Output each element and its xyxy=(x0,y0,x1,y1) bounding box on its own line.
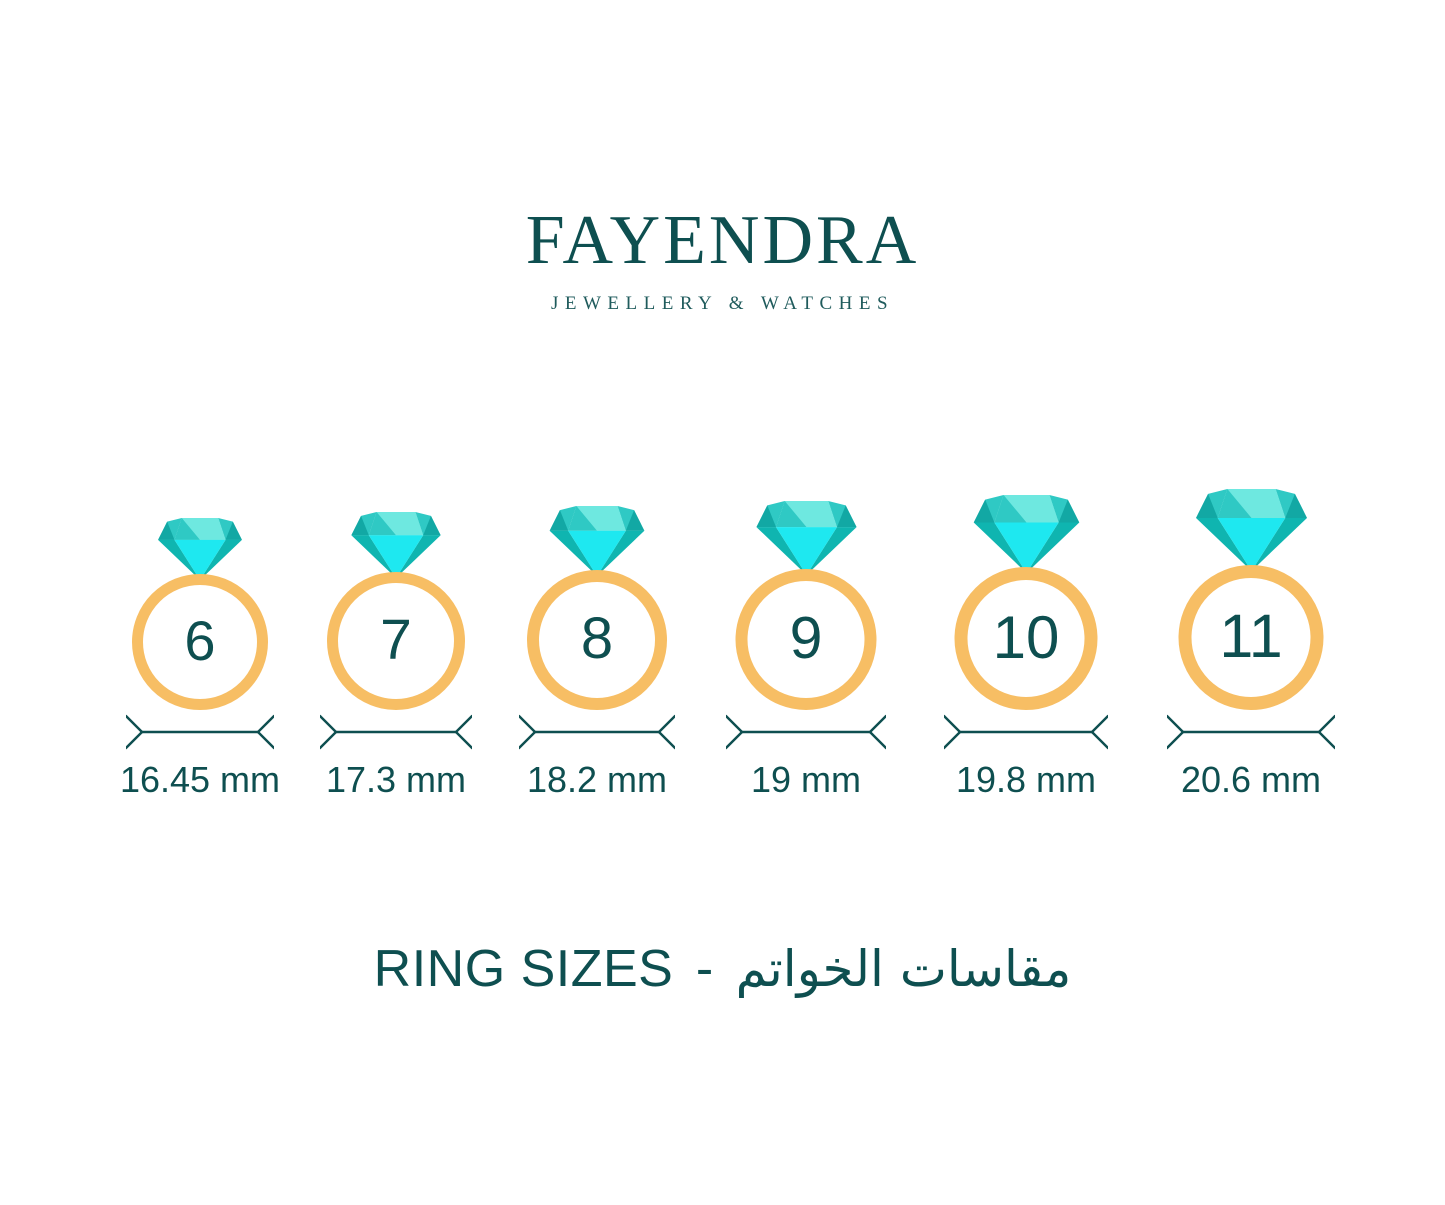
ring-size-row: 6 7 8 9 10 11 xyxy=(0,440,1445,710)
measurement-label-9: 19 mm xyxy=(750,759,862,800)
ring-item-7[interactable]: 7 xyxy=(286,440,506,710)
dimension-line-10 xyxy=(944,712,1108,752)
ring-band: 6 xyxy=(132,574,268,710)
page-title-latin: RING SIZES xyxy=(373,940,674,998)
ring-size-number: 7 xyxy=(380,607,412,672)
dimension-line xyxy=(726,714,886,750)
measurement-label-6: 16.45 mm xyxy=(119,759,281,800)
ring-band: 8 xyxy=(527,570,667,710)
brand-tagline: JEWELLERY & WATCHES xyxy=(550,293,895,314)
measurement-label-8: 18.2 mm xyxy=(526,759,668,800)
ring-size-number: 6 xyxy=(184,609,216,672)
measurement-label-11: 20.6 mm xyxy=(1180,759,1322,800)
ring-size-number: 9 xyxy=(789,605,823,671)
dimension-line xyxy=(1167,714,1335,750)
brand-name: FAYENDRA xyxy=(525,202,920,279)
dimension-line-7 xyxy=(320,712,472,752)
ring-size-number: 11 xyxy=(1219,602,1283,670)
ring-item-9[interactable]: 9 xyxy=(696,440,916,710)
diamond-gem-icon xyxy=(549,506,645,576)
diamond-gem-icon xyxy=(1195,489,1307,571)
ring-band: 10 xyxy=(954,567,1098,710)
measurement-label-row: 16.45 mm 17.3 mm 18.2 mm 19 mm 19.8 mm 20.6 m… xyxy=(0,758,1445,818)
ring-item-8[interactable]: 8 xyxy=(487,440,707,710)
ring-item-6[interactable]: 6 xyxy=(90,440,310,710)
measurement-label-7: 17.3 mm xyxy=(325,759,467,800)
measurement-label-10: 19.8 mm xyxy=(955,759,1097,800)
dimension-line-6 xyxy=(126,712,274,752)
ring-band: 7 xyxy=(327,572,465,710)
page-title: RING SIZES - مقاسات الخواتم xyxy=(0,938,1445,1000)
page-title-arabic: مقاسات الخواتم xyxy=(735,940,1072,998)
dimension-line-row xyxy=(0,712,1445,756)
diamond-gem-icon xyxy=(158,518,242,580)
ring-band: 9 xyxy=(735,569,877,710)
brand-logo: FAYENDRA JEWELLERY & WATCHES xyxy=(0,202,1445,314)
dimension-line xyxy=(519,714,675,750)
page-title-separator: - xyxy=(695,940,714,998)
dimension-line-9 xyxy=(726,712,886,752)
ring-band: 11 xyxy=(1178,565,1324,710)
diamond-gem-icon xyxy=(351,512,441,578)
ring-size-number: 8 xyxy=(580,606,614,671)
dimension-line xyxy=(944,714,1108,750)
diamond-gem-icon xyxy=(755,501,857,575)
dimension-line-11 xyxy=(1167,712,1335,752)
ring-item-11[interactable]: 11 xyxy=(1141,440,1361,710)
dimension-line xyxy=(126,714,274,750)
ring-size-number: 10 xyxy=(992,603,1060,671)
ring-item-10[interactable]: 10 xyxy=(916,440,1136,710)
diamond-gem-icon xyxy=(973,495,1079,573)
dimension-line xyxy=(320,714,472,750)
dimension-line-8 xyxy=(519,712,675,752)
